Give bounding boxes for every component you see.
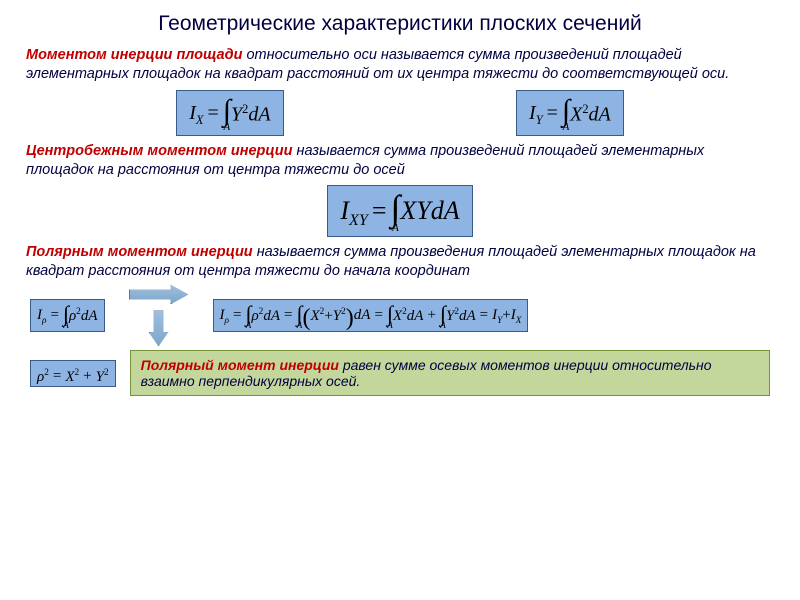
arrow-expand	[129, 284, 189, 346]
formula-row-centrifugal: IXY = ∫A XYdA	[0, 181, 800, 240]
definition-centrifugal: Центробежным моментом инерции называется…	[0, 140, 800, 182]
term-centrifugal: Центробежным моментом инерции	[26, 143, 293, 159]
formula-irho: Iρ = ∫A ρ2dA	[30, 299, 105, 333]
formula-irho-expanded: Iρ = ∫A ρ2dA = ∫A ( X2+Y2 ) dA = ∫A X2dA…	[213, 299, 529, 333]
formula-row-polar: Iρ = ∫A ρ2dA Iρ = ∫A ρ2dA = ∫A ( X2+Y2 )…	[0, 282, 800, 348]
term-moment-of-inertia: Моментом инерции площади	[26, 47, 242, 63]
conclusion-polar: Полярный момент инерции равен сумме осев…	[130, 350, 770, 396]
definition-moment-of-inertia: Моментом инерции площади относительно ос…	[0, 44, 800, 86]
formula-rho-squared: ρ2 = X2 + Y2	[30, 360, 116, 387]
bottom-row: ρ2 = X2 + Y2 Полярный момент инерции рав…	[0, 348, 800, 396]
term-polar: Полярным моментом инерции	[26, 244, 253, 260]
arrow-down-icon	[149, 310, 169, 346]
arrow-right-icon	[129, 284, 189, 304]
term-polar-conclusion: Полярный момент инерции	[141, 357, 339, 373]
formula-row-axial: IX = ∫A Y2dA IY = ∫A X2dA	[0, 86, 800, 140]
formula-iy: IY = ∫A X2dA	[516, 90, 624, 136]
slide-title: Геометрические характеристики плоских се…	[0, 0, 800, 44]
formula-ixy: IXY = ∫A XYdA	[327, 185, 472, 236]
definition-polar: Полярным моментом инерции называется сум…	[0, 241, 800, 283]
formula-ix: IX = ∫A Y2dA	[176, 90, 283, 136]
